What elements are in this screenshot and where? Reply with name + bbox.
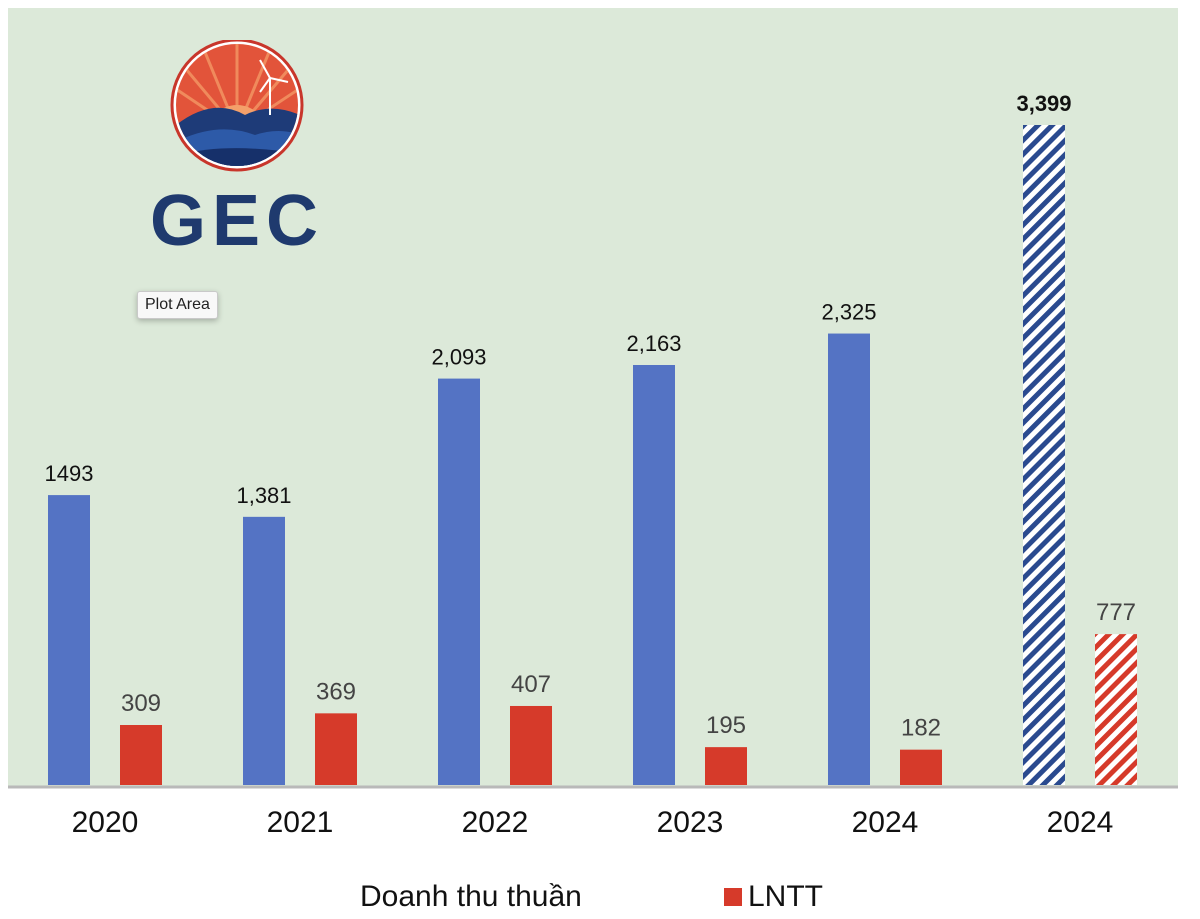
profit-bar-5 [1095,634,1137,785]
x-tick-label-5: 2024 [1047,806,1114,839]
x-tick-label-1: 2021 [267,806,334,839]
profit-label-3: 195 [706,712,746,739]
legend-item-profit[interactable]: LNTT [724,880,823,914]
profit-label-1: 369 [316,678,356,705]
legend-label-revenue: Doanh thu thuần [360,880,582,913]
legend: Doanh thu thuần LNTT [0,880,1200,919]
x-tick-label-4: 2024 [852,806,919,839]
profit-label-0: 309 [121,690,161,717]
legend-item-revenue[interactable]: Doanh thu thuần [360,880,582,914]
revenue-bar-2 [438,378,480,785]
profit-label-4: 182 [901,715,941,742]
profit-bar-4 [900,749,942,785]
revenue-bar-5 [1023,125,1065,785]
revenue-bar-1 [243,516,285,785]
profit-bar-2 [510,705,552,785]
profit-bar-3 [705,747,747,785]
revenue-bar-3 [633,365,675,785]
revenue-label-2: 2,093 [431,345,486,370]
revenue-bar-4 [828,333,870,785]
revenue-label-4: 2,325 [821,300,876,325]
profit-label-5: 777 [1096,599,1136,626]
plot-area-tooltip: Plot Area [137,291,218,319]
profit-bar-0 [120,725,162,785]
legend-label-profit: LNTT [748,880,823,913]
x-tick-label-2: 2022 [462,806,529,839]
revenue-label-0: 1493 [45,461,94,486]
revenue-bar-0 [48,495,90,785]
profit-label-2: 407 [511,671,551,698]
revenue-label-5: 3,399 [1016,91,1071,116]
gec-logo: GEC [150,40,324,260]
x-tick-label-3: 2023 [657,806,724,839]
profit-bar-1 [315,713,357,785]
revenue-label-1: 1,381 [236,483,291,508]
logo-text: GEC [150,181,324,260]
x-tick-label-0: 2020 [72,806,139,839]
legend-swatch-profit [724,888,742,906]
revenue-label-3: 2,163 [626,331,681,356]
